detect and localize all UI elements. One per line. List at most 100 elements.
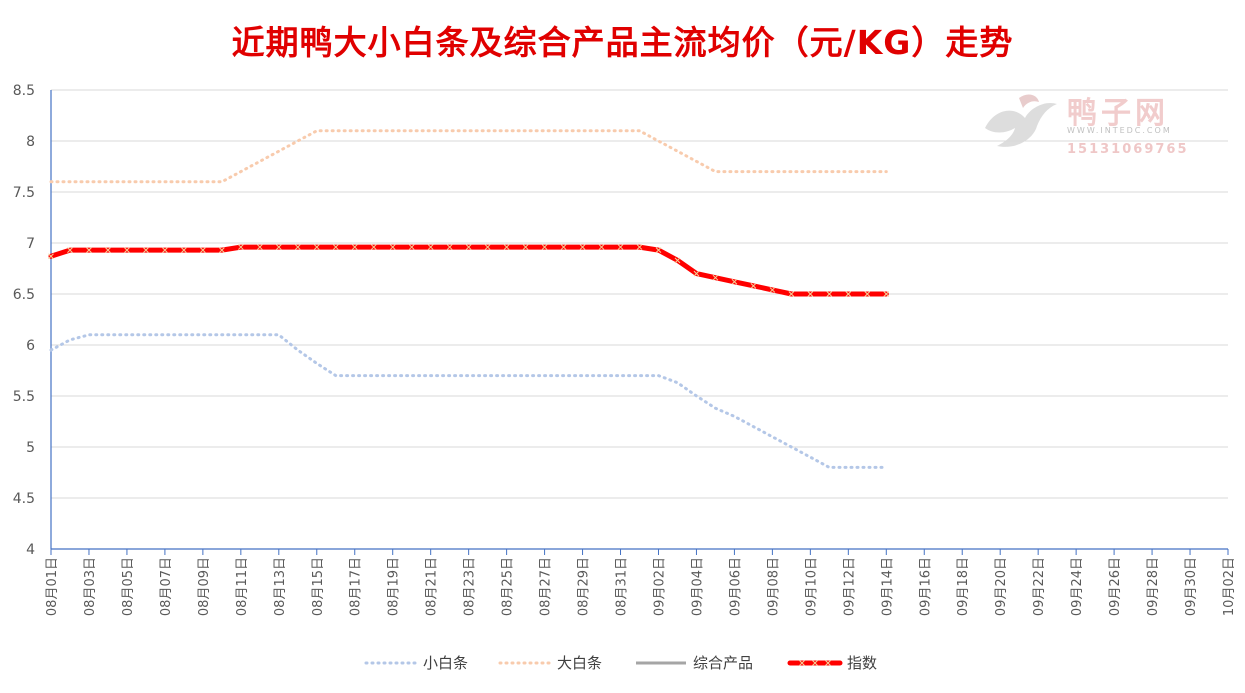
y-tick-label: 8: [26, 134, 35, 150]
x-tick-label: 08月05日: [121, 557, 136, 616]
index-point-marker: [351, 244, 358, 250]
y-tick-label: 5.5: [13, 389, 35, 405]
x-tick-label: 08月17日: [349, 557, 364, 616]
index-point-marker: [105, 247, 111, 253]
x-tick-label: 09月06日: [728, 557, 743, 616]
legend-label-1: 大白条: [557, 654, 602, 672]
x-tick-label: 09月20日: [994, 557, 1009, 616]
index-point-marker: [67, 247, 73, 253]
index-point-marker: [181, 247, 187, 253]
x-tick-label: 09月28日: [1146, 557, 1161, 616]
legend-marker: [799, 660, 805, 666]
index-point-marker: [427, 244, 434, 250]
x-tick-label: 08月01日: [45, 557, 60, 616]
index-point-marker: [370, 244, 377, 250]
series-line-3: [48, 244, 889, 297]
x-tick-label: 09月16日: [918, 557, 933, 616]
y-tick-label: 7: [26, 236, 35, 252]
index-point-marker: [408, 244, 415, 250]
index-point-marker: [712, 274, 719, 281]
index-point-marker: [200, 247, 206, 253]
duck-logo-icon: [985, 94, 1057, 147]
x-tick-label: 08月27日: [539, 557, 554, 616]
legend-marker: [825, 660, 831, 666]
x-tick-label: 08月29日: [577, 557, 592, 616]
x-tick-label: 08月21日: [425, 557, 440, 616]
x-tick-label: 08月07日: [159, 557, 174, 616]
y-tick-label: 4: [26, 542, 35, 558]
index-point-marker: [541, 244, 548, 250]
legend-label-2: 综合产品: [693, 654, 753, 672]
x-tick-label: 09月30日: [1184, 557, 1199, 616]
index-point-marker: [769, 287, 776, 293]
x-tick-label: 09月22日: [1032, 557, 1047, 616]
index-point-marker: [731, 278, 738, 285]
index-point-marker: [465, 244, 472, 250]
x-tick-label: 09月04日: [690, 557, 705, 616]
series-line-0: [49, 333, 888, 469]
y-tick-label: 5: [26, 440, 35, 456]
index-point-marker: [807, 291, 814, 297]
index-point-marker: [750, 282, 757, 289]
x-tick-label: 09月24日: [1070, 557, 1085, 616]
watermark-brand: 鸭子网: [1067, 96, 1169, 131]
index-point-marker: [560, 244, 567, 250]
index-point-marker: [389, 244, 396, 250]
index-point-marker: [219, 247, 225, 253]
x-tick-label: 10月02日: [1222, 557, 1237, 616]
y-tick-label: 6.5: [13, 287, 35, 303]
index-point-marker: [162, 247, 168, 253]
index-point-marker: [636, 244, 643, 250]
x-tick-label: 08月15日: [311, 557, 326, 616]
x-tick-label: 08月19日: [387, 557, 402, 616]
index-point-marker: [845, 291, 852, 297]
y-tick-label: 4.5: [13, 491, 35, 507]
index-point-marker: [503, 244, 510, 250]
index-point-marker: [294, 244, 301, 250]
index-point-marker: [143, 247, 149, 253]
x-tick-label: 09月18日: [956, 557, 971, 616]
index-point-marker: [617, 244, 624, 250]
index-point-marker: [313, 244, 320, 250]
x-tick-label: 09月26日: [1108, 557, 1123, 616]
x-tick-label: 08月11日: [235, 557, 250, 616]
x-tick-label: 08月09日: [197, 557, 212, 616]
chart-title: 近期鸭大小白条及综合产品主流均价（元/KG）走势: [231, 23, 1014, 62]
index-point-marker: [275, 244, 282, 250]
watermark: 鸭子网 WWW.INTEDC.COM 15131069765: [975, 88, 1205, 168]
x-tick-label: 09月12日: [842, 557, 857, 616]
legend-marker: [812, 660, 818, 666]
x-tick-label: 08月25日: [501, 557, 516, 616]
index-point-marker: [256, 244, 263, 250]
x-tick-label: 09月10日: [804, 557, 819, 616]
legend-label-0: 小白条: [423, 654, 468, 672]
index-point-marker: [124, 247, 130, 253]
index-point-marker: [579, 244, 586, 250]
index-point-marker: [788, 291, 795, 297]
index-point-marker: [86, 247, 92, 253]
index-point-marker: [864, 291, 871, 297]
index-point-marker: [598, 244, 605, 250]
y-tick-label: 8.5: [13, 83, 35, 99]
index-point-marker: [48, 253, 54, 260]
x-tick-label: 09月14日: [880, 557, 895, 616]
index-point-marker: [655, 247, 662, 253]
index-point-marker: [332, 244, 339, 250]
y-tick-label: 7.5: [13, 185, 35, 201]
legend-label-3: 指数: [847, 654, 877, 672]
x-tick-label: 08月23日: [463, 557, 478, 616]
watermark-phone: 15131069765: [1067, 142, 1189, 157]
index-point-marker: [883, 291, 890, 297]
watermark-url: WWW.INTEDC.COM: [1067, 126, 1172, 135]
index-point-marker: [522, 244, 529, 250]
y-tick-label: 6: [26, 338, 35, 354]
x-tick-label: 09月02日: [652, 557, 667, 616]
index-point-marker: [237, 244, 244, 250]
index-point-marker: [484, 244, 491, 250]
x-tick-label: 08月13日: [273, 557, 288, 616]
x-tick-label: 08月31日: [615, 557, 630, 616]
index-point-marker: [826, 291, 833, 297]
index-point-marker: [446, 244, 453, 250]
x-tick-label: 08月03日: [83, 557, 98, 616]
